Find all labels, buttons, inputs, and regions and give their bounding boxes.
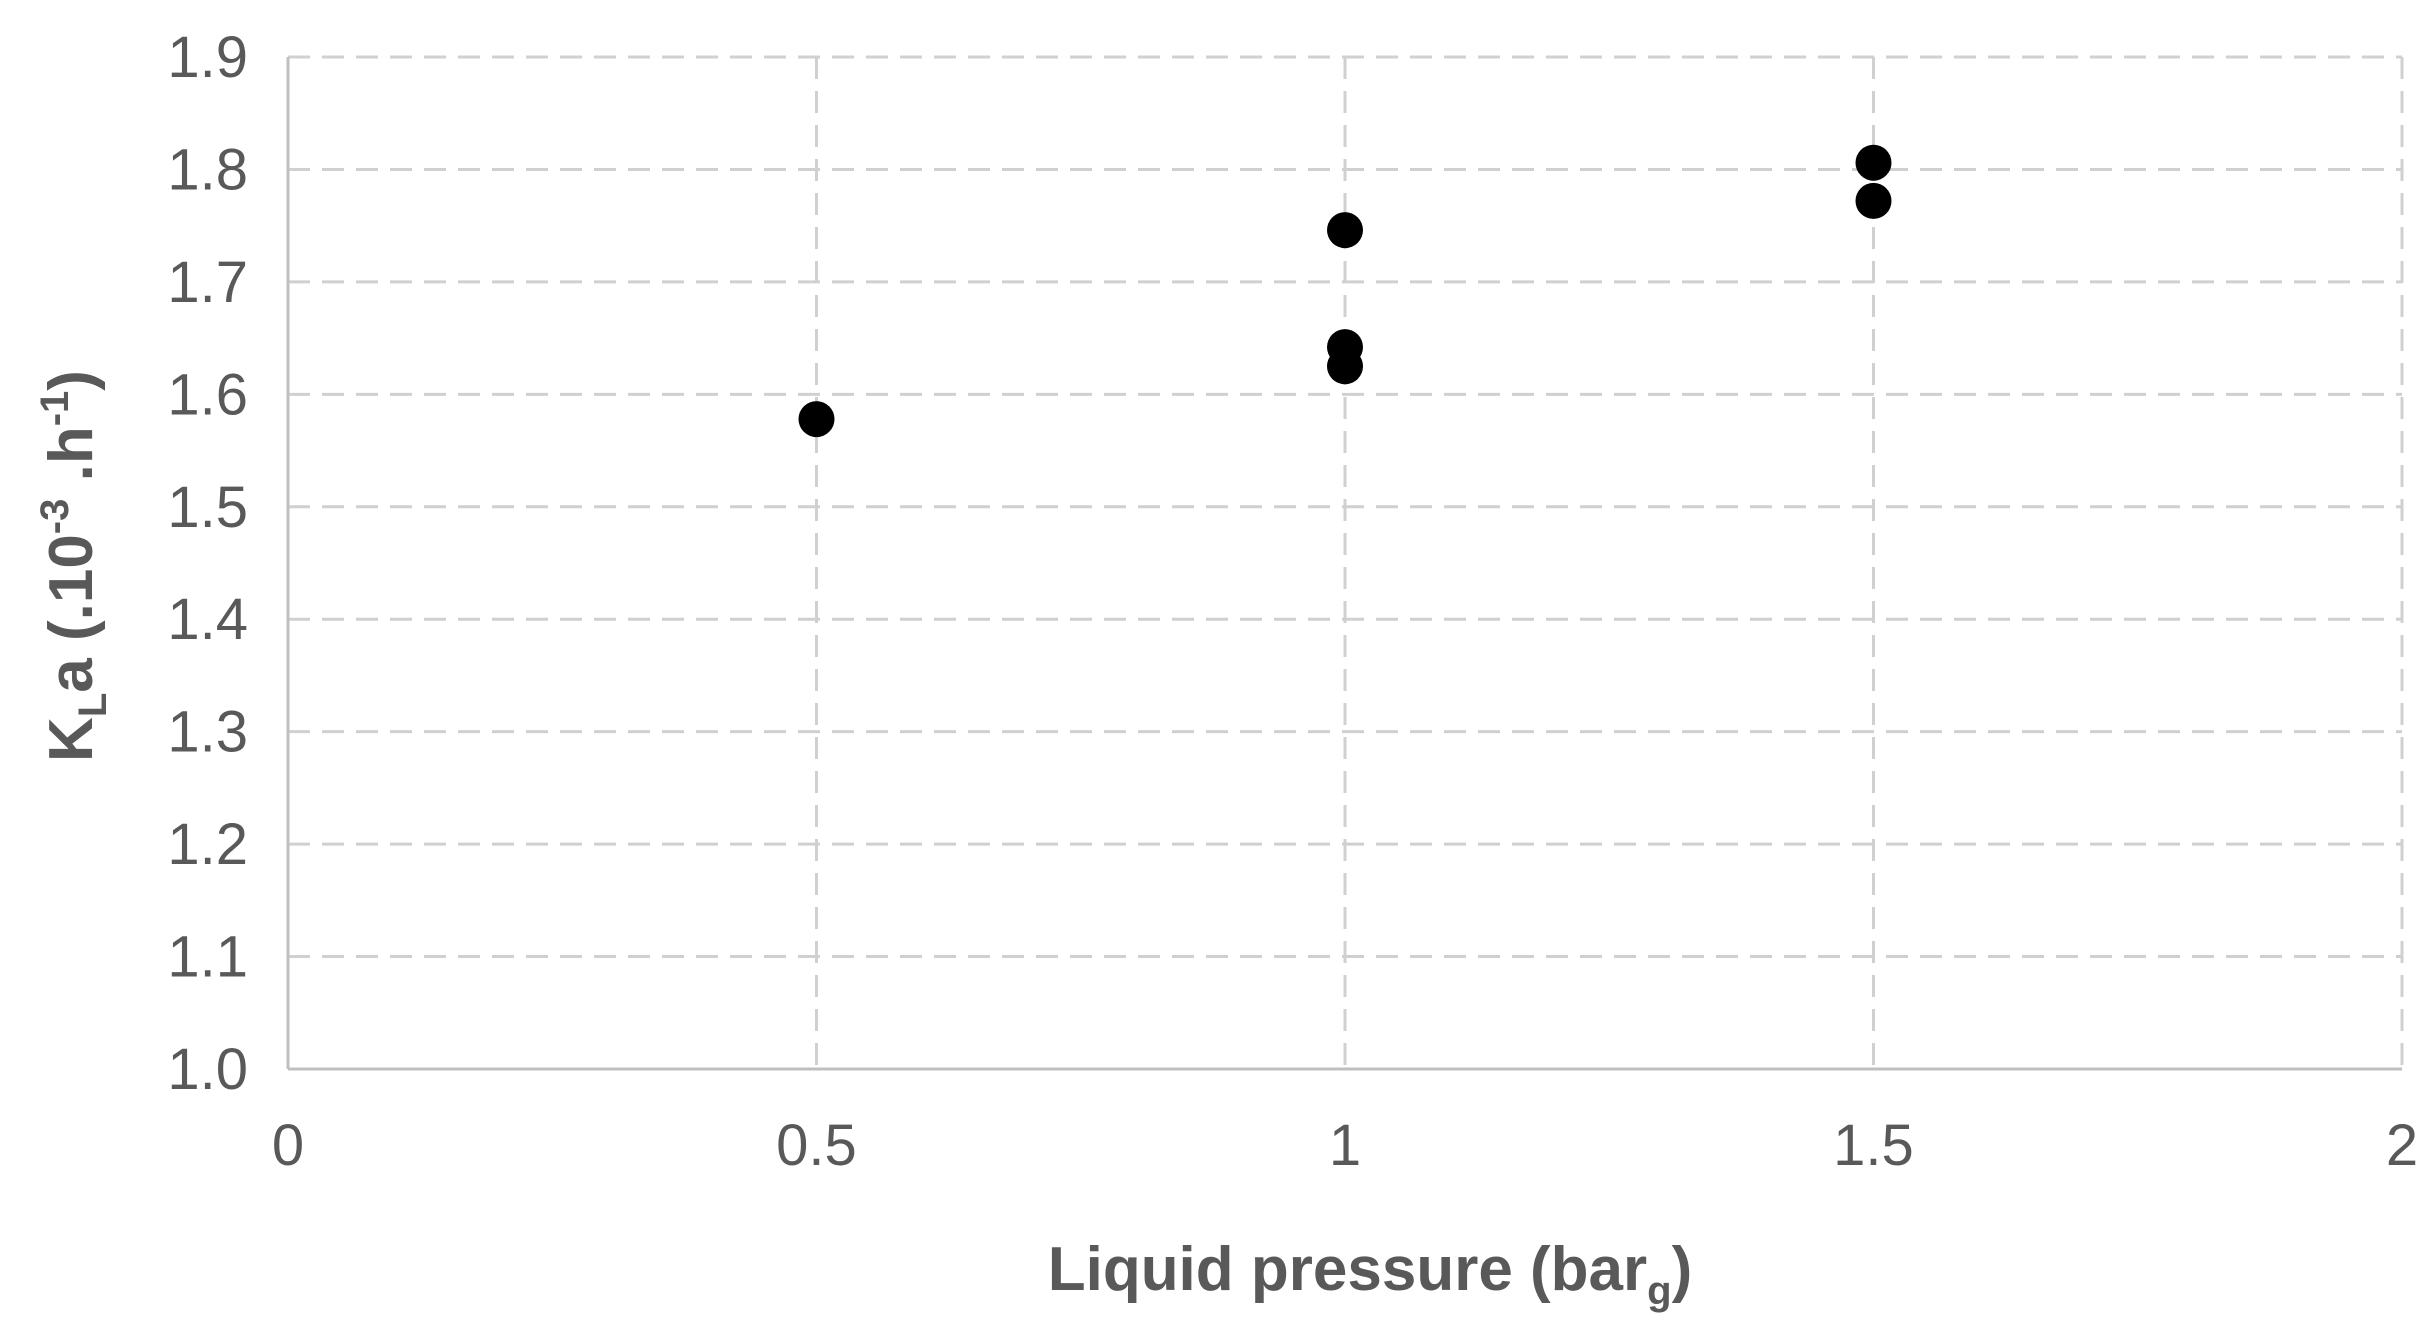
data-point bbox=[1855, 144, 1892, 181]
tick-labels: 1.0 1.1 1.2 1.3 1.4 1.5 1.6 1.7 1.8 1.9 0 0.5 1 1.5 2 bbox=[167, 25, 2418, 1178]
axes bbox=[286, 57, 2402, 1071]
data-point bbox=[1327, 348, 1363, 385]
y-tick-label: 1.5 bbox=[167, 475, 248, 540]
y-tick-label: 1.3 bbox=[167, 700, 248, 765]
data-point bbox=[798, 401, 835, 438]
y-tick-label: 1.6 bbox=[167, 362, 248, 427]
x-tick-label: 1 bbox=[1329, 1113, 1361, 1178]
y-axis-title-a: a (.10 bbox=[37, 534, 106, 693]
x-axis-title-end: ) bbox=[1672, 1235, 1693, 1304]
y-tick-label: 1.8 bbox=[167, 137, 248, 202]
y-tick-label: 1.7 bbox=[167, 250, 248, 315]
y-axis-title-k: K bbox=[37, 717, 106, 762]
y-axis-title-sub: L bbox=[71, 693, 115, 717]
y-tick-label: 1.1 bbox=[167, 925, 248, 990]
data-points bbox=[798, 144, 1892, 438]
y-axis-title-h: .h bbox=[37, 426, 106, 498]
y-axis-title-close: ) bbox=[37, 370, 106, 391]
y-tick-label: 1.0 bbox=[167, 1037, 248, 1102]
x-axis-title-sub: g bbox=[1647, 1269, 1671, 1313]
x-tick-label: 0.5 bbox=[776, 1113, 857, 1178]
x-axis-title-main: Liquid pressure (bar bbox=[1048, 1235, 1647, 1304]
y-tick-label: 1.9 bbox=[167, 25, 248, 90]
x-tick-label: 1.5 bbox=[1833, 1113, 1914, 1178]
y-axis-title-sup-1: -1 bbox=[33, 391, 77, 427]
data-point bbox=[1855, 182, 1892, 219]
y-axis-title-sup-3: -3 bbox=[33, 499, 77, 535]
x-tick-label: 2 bbox=[2386, 1113, 2418, 1178]
y-axis-title: KLa (.10-3 .h-1) bbox=[33, 370, 115, 762]
data-point bbox=[1327, 212, 1363, 249]
y-tick-label: 1.4 bbox=[167, 587, 248, 652]
y-tick-label: 1.2 bbox=[167, 812, 248, 877]
grid-lines bbox=[288, 55, 2404, 1069]
x-axis-title: Liquid pressure (barg) bbox=[1048, 1235, 1693, 1313]
x-tick-label: 0 bbox=[272, 1113, 304, 1178]
